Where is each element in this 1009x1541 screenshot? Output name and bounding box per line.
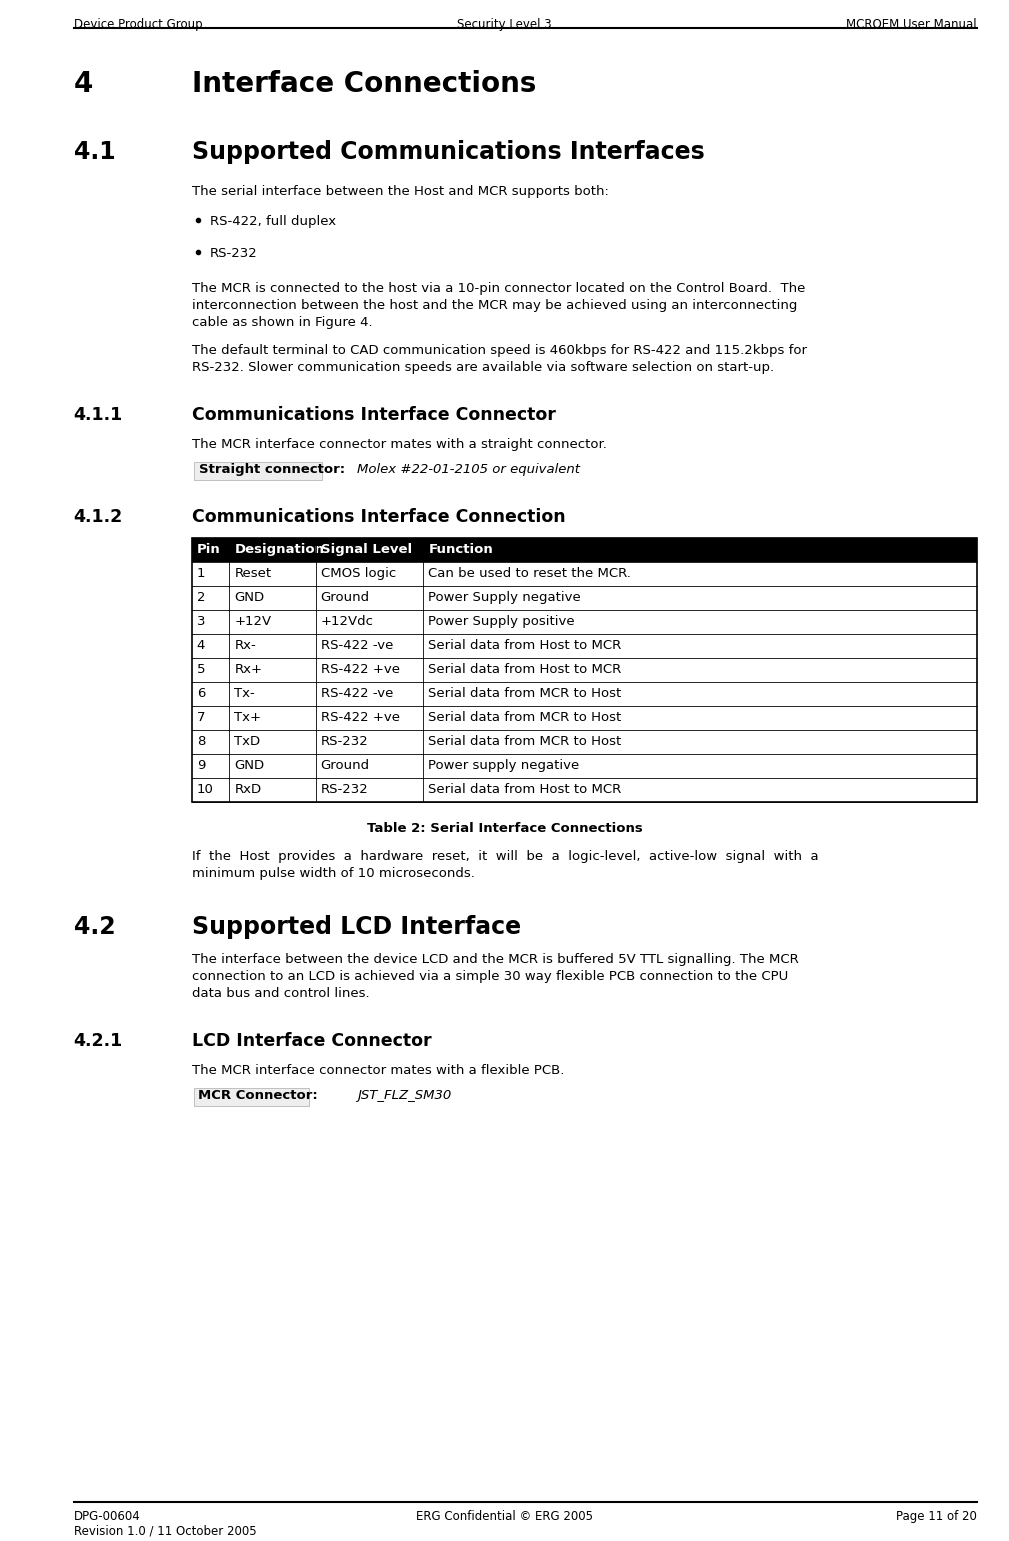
Text: RxD: RxD <box>234 783 261 797</box>
Text: Table 2: Serial Interface Connections: Table 2: Serial Interface Connections <box>366 821 643 835</box>
Text: RS-422 +ve: RS-422 +ve <box>321 663 400 676</box>
Text: MCR Connector:: MCR Connector: <box>198 1089 318 1102</box>
Bar <box>192 586 977 610</box>
Text: Power Supply positive: Power Supply positive <box>428 615 575 629</box>
Text: Serial data from Host to MCR: Serial data from Host to MCR <box>428 640 622 652</box>
Text: Tx+: Tx+ <box>234 710 261 724</box>
Text: 4.1.1: 4.1.1 <box>74 405 123 424</box>
Bar <box>192 754 977 778</box>
Text: If  the  Host  provides  a  hardware  reset,  it  will  be  a  logic-level,  act: If the Host provides a hardware reset, i… <box>192 851 818 863</box>
FancyBboxPatch shape <box>194 462 322 479</box>
FancyBboxPatch shape <box>194 1088 309 1106</box>
Text: RS-422, full duplex: RS-422, full duplex <box>210 216 336 228</box>
Text: Serial data from MCR to Host: Serial data from MCR to Host <box>428 687 622 700</box>
Text: LCD Interface Connector: LCD Interface Connector <box>192 1032 431 1049</box>
Text: Rx-: Rx- <box>234 640 256 652</box>
Text: The MCR interface connector mates with a flexible PCB.: The MCR interface connector mates with a… <box>192 1063 564 1077</box>
Text: 4: 4 <box>197 640 205 652</box>
Text: Rx+: Rx+ <box>234 663 262 676</box>
Text: data bus and control lines.: data bus and control lines. <box>192 986 369 1000</box>
Text: 4.1.2: 4.1.2 <box>74 509 123 525</box>
Bar <box>192 538 977 801</box>
Text: DPG-00604: DPG-00604 <box>74 1510 140 1523</box>
Text: Serial data from MCR to Host: Serial data from MCR to Host <box>428 710 622 724</box>
Text: 4.2.1: 4.2.1 <box>74 1032 123 1049</box>
Text: Serial data from MCR to Host: Serial data from MCR to Host <box>428 735 622 747</box>
Text: Reset: Reset <box>234 567 271 579</box>
Text: Page 11 of 20: Page 11 of 20 <box>896 1510 977 1523</box>
Text: Device Product Group: Device Product Group <box>74 18 202 31</box>
Text: Can be used to reset the MCR.: Can be used to reset the MCR. <box>428 567 632 579</box>
Text: GND: GND <box>234 592 264 604</box>
Text: 8: 8 <box>197 735 205 747</box>
Text: 4.2: 4.2 <box>74 915 115 938</box>
Bar <box>192 683 977 706</box>
Text: Designation: Designation <box>234 542 324 556</box>
Text: RS-422 -ve: RS-422 -ve <box>321 687 394 700</box>
Text: 4: 4 <box>74 69 93 99</box>
Text: RS-232: RS-232 <box>321 735 368 747</box>
Text: Serial data from Host to MCR: Serial data from Host to MCR <box>428 783 622 797</box>
Text: RS-422 +ve: RS-422 +ve <box>321 710 400 724</box>
Text: Molex #22-01-2105 or equivalent: Molex #22-01-2105 or equivalent <box>357 462 580 476</box>
Text: GND: GND <box>234 760 264 772</box>
Text: JST_FLZ_SM30: JST_FLZ_SM30 <box>357 1089 451 1102</box>
Text: Function: Function <box>428 542 493 556</box>
Text: 9: 9 <box>197 760 205 772</box>
Text: Signal Level: Signal Level <box>321 542 412 556</box>
Bar <box>192 633 977 658</box>
Text: RS-422 -ve: RS-422 -ve <box>321 640 394 652</box>
Bar <box>192 778 977 801</box>
Text: Communications Interface Connector: Communications Interface Connector <box>192 405 556 424</box>
Bar <box>192 562 977 586</box>
Text: The default terminal to CAD communication speed is 460kbps for RS-422 and 115.2k: The default terminal to CAD communicatio… <box>192 344 807 358</box>
Text: 3: 3 <box>197 615 205 629</box>
Text: 4.1: 4.1 <box>74 140 115 163</box>
Text: 5: 5 <box>197 663 205 676</box>
Bar <box>192 730 977 754</box>
Text: The MCR is connected to the host via a 10-pin connector located on the Control B: The MCR is connected to the host via a 1… <box>192 282 805 294</box>
Text: Serial data from Host to MCR: Serial data from Host to MCR <box>428 663 622 676</box>
Text: The interface between the device LCD and the MCR is buffered 5V TTL signalling. : The interface between the device LCD and… <box>192 952 798 966</box>
Text: Tx-: Tx- <box>234 687 255 700</box>
Text: 6: 6 <box>197 687 205 700</box>
Text: Power supply negative: Power supply negative <box>428 760 579 772</box>
Bar <box>192 610 977 633</box>
Text: 1: 1 <box>197 567 205 579</box>
Text: Straight connector:: Straight connector: <box>199 462 345 476</box>
Text: TxD: TxD <box>234 735 260 747</box>
Text: Communications Interface Connection: Communications Interface Connection <box>192 509 565 525</box>
Text: connection to an LCD is achieved via a simple 30 way flexible PCB connection to : connection to an LCD is achieved via a s… <box>192 969 788 983</box>
Text: The MCR interface connector mates with a straight connector.: The MCR interface connector mates with a… <box>192 438 606 452</box>
Text: Ground: Ground <box>321 760 370 772</box>
Text: The serial interface between the Host and MCR supports both:: The serial interface between the Host an… <box>192 185 608 197</box>
Bar <box>192 658 977 683</box>
Text: Supported Communications Interfaces: Supported Communications Interfaces <box>192 140 704 163</box>
Text: 10: 10 <box>197 783 214 797</box>
Text: Interface Connections: Interface Connections <box>192 69 536 99</box>
Text: MCROEM User Manual: MCROEM User Manual <box>847 18 977 31</box>
Text: +12V: +12V <box>234 615 271 629</box>
Bar <box>192 538 977 562</box>
Text: Power Supply negative: Power Supply negative <box>428 592 581 604</box>
Text: Ground: Ground <box>321 592 370 604</box>
Bar <box>192 706 977 730</box>
Text: RS-232. Slower communication speeds are available via software selection on star: RS-232. Slower communication speeds are … <box>192 361 774 374</box>
Text: minimum pulse width of 10 microseconds.: minimum pulse width of 10 microseconds. <box>192 868 474 880</box>
Text: cable as shown in Figure 4.: cable as shown in Figure 4. <box>192 316 372 328</box>
Text: RS-232: RS-232 <box>321 783 368 797</box>
Text: Supported LCD Interface: Supported LCD Interface <box>192 915 521 938</box>
Text: 2: 2 <box>197 592 205 604</box>
Text: +12Vdc: +12Vdc <box>321 615 373 629</box>
Text: Security Level 3: Security Level 3 <box>457 18 552 31</box>
Text: Revision 1.0 / 11 October 2005: Revision 1.0 / 11 October 2005 <box>74 1526 256 1538</box>
Text: Pin: Pin <box>197 542 220 556</box>
Text: CMOS logic: CMOS logic <box>321 567 396 579</box>
Text: RS-232: RS-232 <box>210 247 257 260</box>
Text: 7: 7 <box>197 710 205 724</box>
Text: ERG Confidential © ERG 2005: ERG Confidential © ERG 2005 <box>416 1510 593 1523</box>
Text: interconnection between the host and the MCR may be achieved using an interconne: interconnection between the host and the… <box>192 299 797 311</box>
